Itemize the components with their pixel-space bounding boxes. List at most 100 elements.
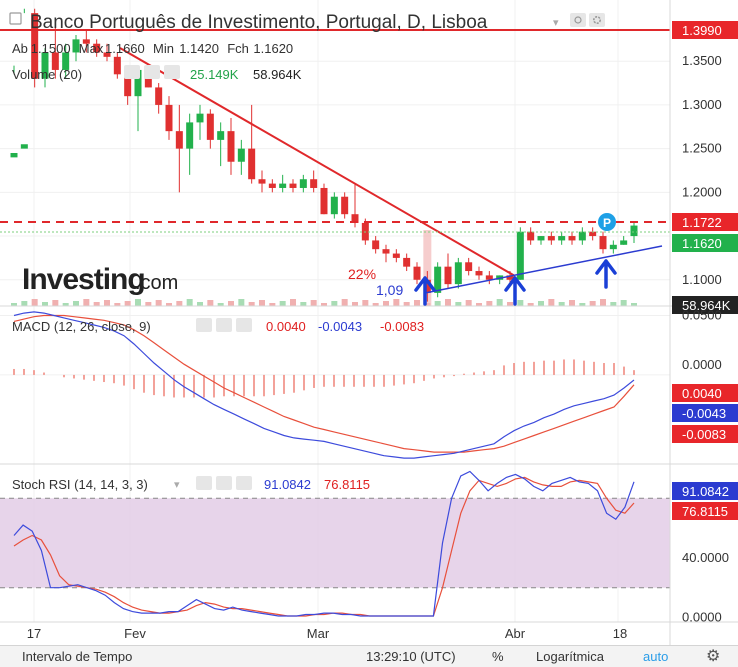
macd-tick-label: 0.0500	[682, 308, 722, 323]
ohlc-label: Fch	[227, 41, 249, 56]
stoch-value-d: 76.8115	[324, 477, 370, 492]
candle-body	[310, 179, 318, 188]
candle-body	[62, 52, 70, 70]
volume-bar	[145, 302, 152, 306]
title-controls[interactable]	[570, 13, 605, 27]
volume-bar	[42, 302, 48, 306]
candle-body	[558, 236, 566, 241]
volume-bar	[414, 300, 420, 306]
stoch-menu-chevron-icon[interactable]: ▾	[174, 479, 180, 491]
stoch-tag-d: 76.8115	[682, 504, 728, 519]
stoch-tick-label: 40.0000	[682, 550, 729, 565]
candle-body	[516, 231, 524, 280]
volume-bar	[176, 301, 183, 306]
interval-button[interactable]: Intervalo de Tempo	[22, 649, 133, 664]
stoch-close-icon[interactable]	[236, 476, 252, 490]
macd-value-2: -0.0043	[318, 319, 362, 334]
candle-body	[330, 196, 338, 215]
log-toggle[interactable]: Logarítmica	[536, 649, 604, 664]
macd-tag-3: -0.0083	[682, 427, 726, 442]
stoch-tag-k-bg	[672, 482, 738, 500]
candle-body	[609, 244, 617, 250]
volume-close-icon[interactable]	[164, 65, 180, 79]
candle-body	[20, 144, 28, 149]
indicator-controls[interactable]	[124, 65, 252, 490]
brand-logo-text: Investing	[22, 263, 145, 296]
price-overlay	[0, 29, 670, 294]
volume-label: Volume (20)	[12, 67, 82, 82]
volume-bar	[631, 303, 637, 306]
macd-gear-icon[interactable]	[216, 318, 232, 332]
price-tick-label: 1.2500	[682, 141, 722, 156]
volume-bar	[228, 301, 234, 306]
volume-bar	[476, 303, 482, 306]
volume-bar	[372, 303, 379, 306]
volume-bar	[310, 300, 317, 306]
volume-bar	[93, 302, 100, 306]
volume-price-tag: 58.964K	[682, 298, 731, 313]
level-price-tag-bg	[672, 213, 738, 231]
volume-bar	[166, 303, 172, 306]
volume-bar	[362, 300, 369, 306]
volume-bar	[124, 301, 131, 306]
candle-body	[124, 74, 132, 97]
volume-bars	[11, 230, 637, 306]
volume-bar	[527, 303, 534, 306]
time-tick-label: 18	[613, 626, 627, 641]
stoch-gear-icon[interactable]	[216, 476, 232, 490]
volume-bar	[31, 299, 38, 306]
eye-icon[interactable]	[570, 13, 586, 27]
candle-body	[454, 262, 462, 285]
price-axis: 1.3500 1.3000 1.2500 1.2000 1.1000 1.3990 1.17…	[672, 21, 738, 625]
time-tick-label: Mar	[307, 626, 330, 641]
volume-bar	[217, 303, 224, 306]
ohlc-value: 1.1500	[31, 41, 71, 56]
up-arrow-marker	[595, 259, 617, 289]
symbol-title: Banco Português de Investimento, Portuga…	[30, 12, 488, 33]
stoch-eye-icon[interactable]	[196, 476, 212, 490]
candle-body	[465, 262, 473, 272]
volume-bar-spike	[423, 230, 432, 306]
macd-close-icon[interactable]	[236, 318, 252, 332]
macd-eye-icon[interactable]	[196, 318, 212, 332]
volume-bar	[341, 299, 348, 306]
p-marker-badge[interactable]	[598, 213, 616, 231]
time-tick-label: Abr	[505, 626, 526, 641]
price-tick-label: 1.2000	[682, 184, 722, 199]
candle-body	[10, 153, 18, 158]
auto-toggle[interactable]: auto	[643, 649, 669, 664]
candle-body	[41, 52, 49, 79]
percent-toggle[interactable]: %	[492, 649, 504, 664]
macd-tag-2: -0.0043	[682, 406, 726, 421]
low-annotation: 1,09	[376, 282, 403, 298]
collapse-icon[interactable]	[9, 12, 22, 25]
candle-body	[413, 266, 421, 280]
volume-bar	[62, 303, 69, 306]
volume-gear-icon[interactable]	[144, 65, 160, 79]
settings-gear-icon[interactable]	[589, 13, 605, 27]
resistance-price-tag: 1.3990	[682, 23, 722, 38]
last-price-tag: 1.1620	[682, 236, 722, 251]
volume-bar	[383, 301, 389, 306]
volume-bar	[321, 303, 327, 306]
title-menu-chevron-icon[interactable]: ▾	[553, 17, 559, 29]
candle-body	[31, 13, 39, 79]
candle-body	[320, 187, 328, 215]
price-tick-label: 1.3000	[682, 97, 722, 112]
chart-annotations: 22% 1,09 Investing .com P	[22, 213, 616, 298]
candle-body	[630, 225, 638, 237]
volume-eye-icon[interactable]	[124, 65, 140, 79]
candle-body	[578, 231, 586, 241]
volume-bar	[445, 299, 451, 306]
volume-bar	[73, 301, 79, 306]
macd-signal-line	[13, 314, 635, 453]
ohlc-value: 1.1420	[179, 41, 219, 56]
candle-body	[175, 131, 183, 149]
volume-bar	[393, 299, 400, 306]
brand-logo-suffix: .com	[135, 272, 178, 294]
volume-price-tag-bg	[672, 296, 738, 314]
volume-bar	[83, 299, 90, 306]
volume-bar	[620, 300, 627, 306]
candle-body	[237, 148, 245, 162]
settings-gear-icon-bottom[interactable]: ⚙	[706, 648, 721, 665]
